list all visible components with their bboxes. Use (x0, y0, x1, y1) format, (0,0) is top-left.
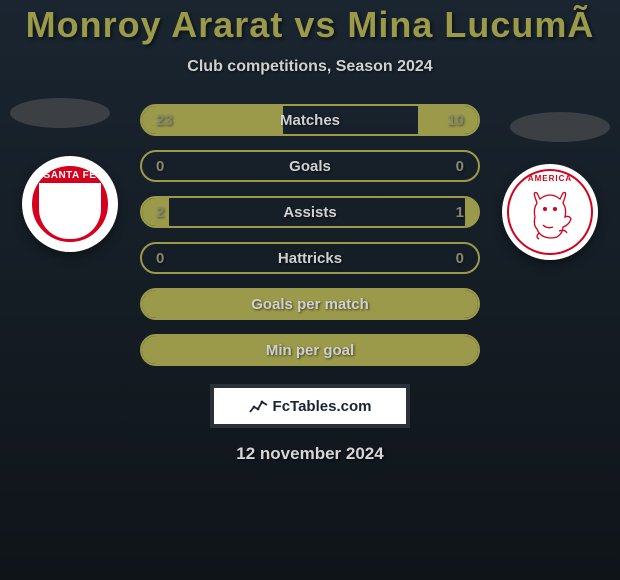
source-badge: FcTables.com (210, 384, 410, 428)
stat-fill-right (465, 198, 478, 226)
stat-row: Goals per match (140, 288, 480, 320)
shadow-right (510, 112, 610, 142)
team-left-logo: SANTA FE (22, 156, 118, 252)
stat-label: Min per goal (266, 342, 354, 359)
chart-icon (249, 398, 269, 414)
stat-left-value: 2 (156, 204, 180, 221)
stat-right-value: 0 (440, 158, 464, 175)
stat-row: 2 Assists 1 (140, 196, 480, 228)
stat-label: Assists (283, 204, 336, 221)
stat-row: 0 Goals 0 (140, 150, 480, 182)
stats-container: 23Matches100Goals02Assists10Hattricks0Go… (140, 104, 480, 366)
stat-label: Goals per match (251, 296, 369, 313)
stat-right-value: 10 (440, 112, 464, 129)
stat-label: Goals (289, 158, 331, 175)
stat-right-value: 1 (440, 204, 464, 221)
stat-row: 0 Hattricks 0 (140, 242, 480, 274)
stat-label: Hattricks (278, 250, 342, 267)
badge-text: FcTables.com (273, 398, 372, 415)
stat-label: Matches (280, 112, 340, 129)
devil-icon (525, 189, 575, 241)
team-right-logo: AMERICA (502, 164, 598, 260)
stat-left-value: 23 (156, 112, 180, 129)
stat-left-value: 0 (156, 158, 180, 175)
stat-left-value: 0 (156, 250, 180, 267)
team-right-name: AMERICA (528, 174, 572, 183)
stat-row: 23 Matches 10 (140, 104, 480, 136)
stat-row: Min per goal (140, 334, 480, 366)
date: 12 november 2024 (236, 444, 383, 464)
team-left-name: SANTA FE (44, 170, 97, 181)
stat-right-value: 0 (440, 250, 464, 267)
page-title: Monroy Ararat vs Mina LucumÃ (26, 4, 595, 46)
shadow-left (10, 98, 110, 128)
subtitle: Club competitions, Season 2024 (187, 58, 432, 76)
